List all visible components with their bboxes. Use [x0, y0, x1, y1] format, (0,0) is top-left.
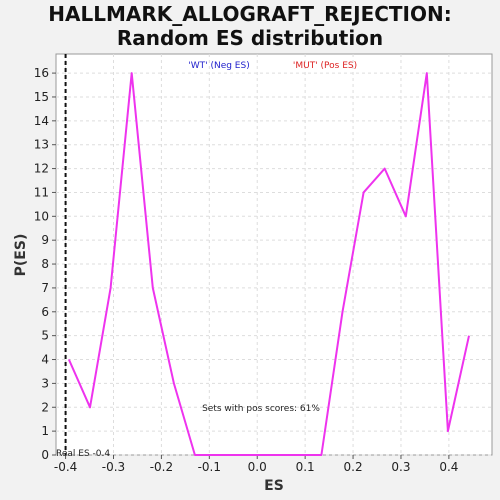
x-tick-label: -0.1 [198, 460, 221, 474]
y-tick-label: 0 [41, 448, 49, 462]
legend-pos-es: 'MUT' (Pos ES) [293, 61, 357, 71]
real-es-annotation: Real ES -0.4 [56, 449, 110, 459]
y-axis-label: P(ES) [13, 234, 29, 277]
chart-title-line-1: HALLMARK_ALLOGRAFT_REJECTION: [48, 2, 452, 26]
series-layer [67, 72, 470, 456]
chart-title: HALLMARK_ALLOGRAFT_REJECTION: Random ES … [0, 2, 500, 50]
y-tick-label: 4 [41, 353, 49, 367]
y-tick-label: 9 [41, 233, 49, 247]
x-tick-label: -0.2 [150, 460, 173, 474]
pos-scores-annotation: Sets with pos scores: 61% [202, 404, 320, 414]
x-axis-label: ES [264, 478, 284, 494]
y-tick-label: 8 [41, 257, 49, 271]
x-tick-label: 0.3 [391, 460, 410, 474]
legend-neg-es: 'WT' (Neg ES) [188, 61, 249, 71]
y-tick-label: 7 [41, 281, 49, 295]
y-tick-label: 5 [41, 329, 49, 343]
x-tick-label: 0.2 [344, 460, 363, 474]
y-tick-label: 13 [34, 138, 49, 152]
x-tick-label: -0.4 [54, 460, 77, 474]
y-tick-label: 16 [34, 66, 49, 80]
y-tick-label: 11 [34, 185, 49, 199]
plot-area [55, 53, 493, 456]
series-line [67, 72, 470, 456]
y-tick-label: 12 [34, 162, 49, 176]
chart-title-line-2: Random ES distribution [116, 26, 384, 50]
y-tick-label: 10 [34, 209, 49, 223]
x-tick-label: 0.1 [296, 460, 315, 474]
x-tick-label: -0.3 [102, 460, 125, 474]
x-tick-label: 0.4 [439, 460, 458, 474]
y-tick-label: 3 [41, 376, 49, 390]
y-tick-label: 15 [34, 90, 49, 104]
x-tick-label: 0.0 [248, 460, 267, 474]
y-tick-label: 1 [41, 424, 49, 438]
y-tick-label: 2 [41, 400, 49, 414]
y-tick-label: 14 [34, 114, 49, 128]
y-tick-label: 6 [41, 305, 49, 319]
